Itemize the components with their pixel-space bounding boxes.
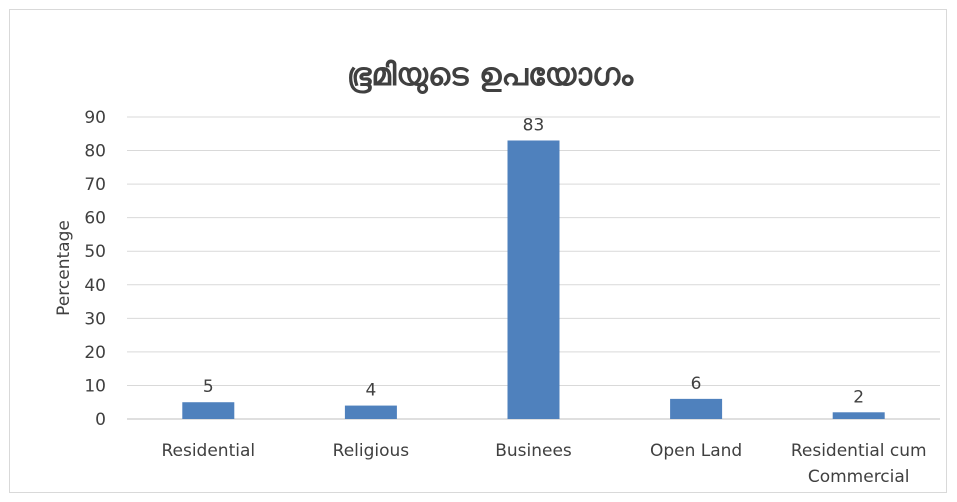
x-tick-label-line: Religious [333, 441, 410, 461]
y-tick-label: 0 [95, 410, 106, 430]
y-tick-label: 20 [84, 343, 106, 363]
data-label: 2 [853, 387, 864, 407]
y-tick-labels: 0 10 20 30 40 50 60 70 80 90 [84, 108, 106, 430]
x-tick-label: Open Land [650, 441, 742, 461]
bar [507, 140, 560, 419]
x-tick-label: Residential cum Commercial [791, 441, 927, 487]
bar [832, 412, 885, 419]
y-tick-label: 30 [84, 309, 106, 329]
x-tick-label-line: Businees [495, 441, 572, 461]
bar [182, 402, 235, 419]
data-labels: 5 4 83 6 2 [203, 115, 864, 407]
data-label: 4 [365, 381, 376, 401]
x-tick-label: Businees [495, 441, 572, 461]
y-tick-label: 90 [84, 108, 106, 128]
x-tick-labels: Residential Religious Businees Open Land Res… [161, 441, 926, 487]
x-tick-label-line: Residential cum [791, 441, 927, 461]
y-tick-label: 70 [84, 175, 106, 195]
bars [182, 140, 885, 419]
chart-title: ഭൂമിയുടെ ഉപയോഗം [347, 57, 634, 94]
x-tick-label-line: Open Land [650, 441, 742, 461]
y-tick-label: 50 [84, 242, 106, 262]
y-tick-label: 10 [84, 376, 106, 396]
bar [344, 405, 397, 419]
data-label: 83 [523, 115, 545, 135]
bar [670, 398, 723, 419]
y-tick-label: 80 [84, 142, 106, 162]
y-tick-label: 60 [84, 209, 106, 229]
y-tick-label: 40 [84, 276, 106, 296]
data-label: 5 [203, 377, 214, 397]
y-axis-label: Percentage [54, 220, 74, 316]
x-tick-label: Religious [333, 441, 410, 461]
x-tick-label: Residential [161, 441, 255, 461]
data-label: 6 [691, 374, 702, 394]
x-tick-label-line: Commercial [808, 467, 910, 487]
x-tick-label-line: Residential [161, 441, 255, 461]
